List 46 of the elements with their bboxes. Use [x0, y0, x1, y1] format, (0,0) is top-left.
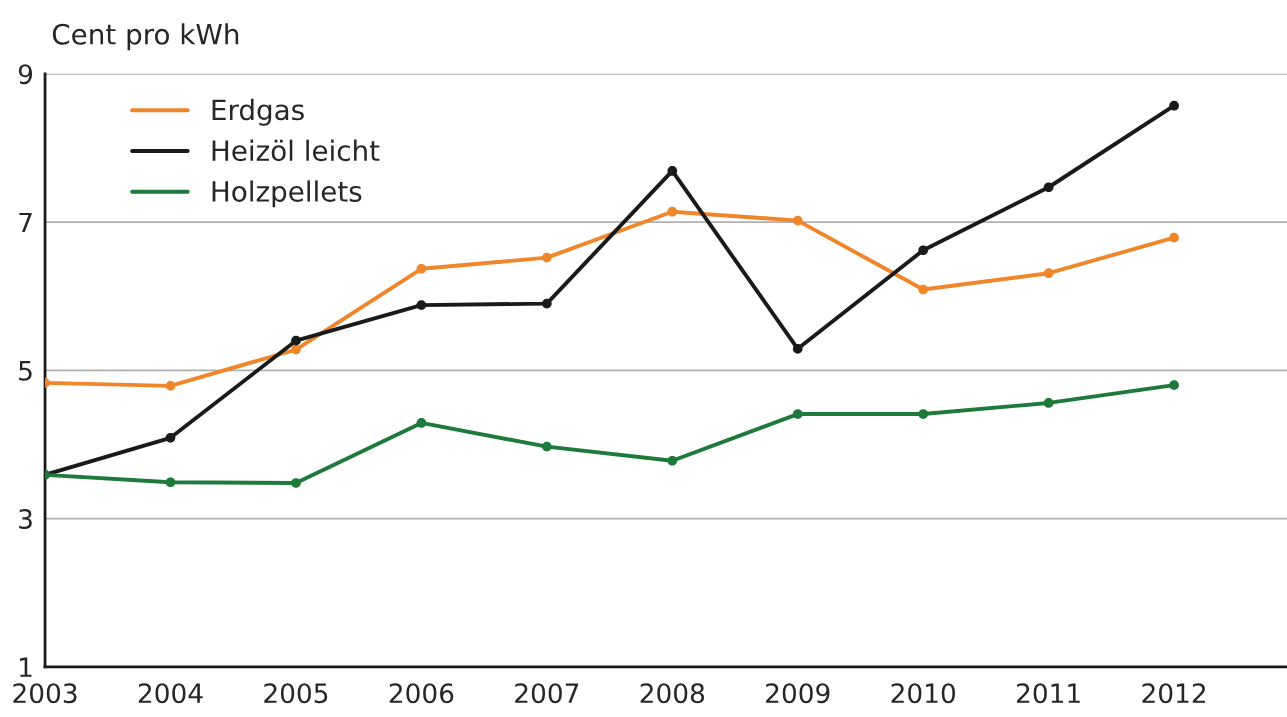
point	[541, 252, 552, 263]
point	[291, 478, 301, 488]
point	[792, 409, 803, 419]
point	[918, 245, 929, 256]
point	[1043, 268, 1054, 279]
point	[792, 343, 803, 354]
point	[667, 206, 678, 217]
point	[1043, 182, 1054, 193]
y-tick-label: 9	[18, 64, 33, 85]
point	[165, 477, 176, 488]
point	[541, 441, 552, 452]
point	[416, 263, 427, 274]
legend-label: Holzpellets	[212, 180, 362, 208]
y-tick-label: 5	[19, 361, 32, 381]
y-tick-label: 7	[19, 212, 32, 233]
point	[1043, 398, 1054, 408]
point	[416, 418, 427, 428]
point	[667, 455, 678, 466]
point	[1169, 380, 1179, 391]
point	[165, 432, 176, 443]
y-axis-title: Cent pro kWh	[52, 23, 239, 51]
point	[416, 300, 427, 310]
x-tick-label: 2007	[515, 683, 579, 704]
point	[918, 409, 929, 419]
legend-label: Heizöl leicht	[212, 139, 380, 162]
point	[667, 166, 678, 176]
x-tick-label: 2003	[13, 683, 77, 704]
y-tick-label: 1	[20, 657, 32, 677]
point	[541, 298, 552, 309]
x-tick-label: 2004	[138, 683, 203, 704]
x-tick-label: 2005	[264, 683, 328, 704]
point	[291, 335, 301, 346]
point	[165, 381, 176, 391]
x-tick-label: 2006	[389, 683, 454, 704]
point	[918, 284, 929, 295]
x-tick-label: 2011	[1017, 683, 1080, 704]
point	[1169, 100, 1179, 111]
point	[792, 215, 803, 226]
x-tick-label: 2010	[891, 683, 956, 704]
point	[291, 344, 301, 355]
x-tick-label: 2012	[1142, 683, 1206, 704]
point	[1169, 232, 1179, 243]
y-tick-label: 3	[19, 509, 32, 529]
x-tick-label: 2008	[640, 683, 705, 704]
x-tick-label: 2009	[766, 683, 830, 704]
legend-label: Erdgas	[212, 98, 304, 126]
